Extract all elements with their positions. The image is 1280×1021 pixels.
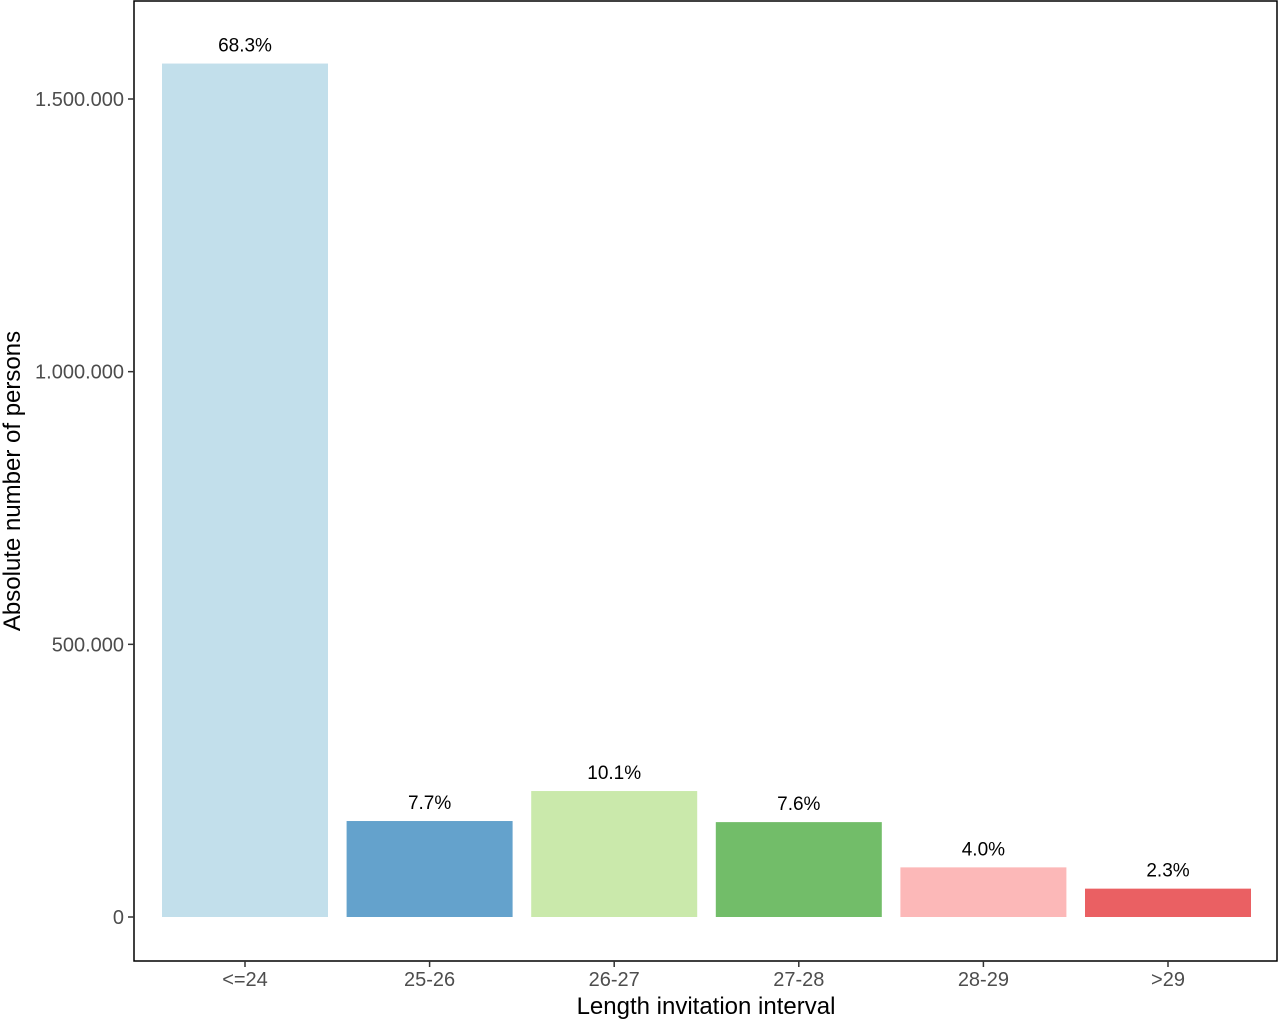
x-tick-label: >29 [1151, 969, 1185, 991]
bar-2 [346, 821, 513, 917]
x-tick-label: 25-26 [404, 969, 455, 991]
x-tick-label: <=24 [222, 969, 268, 991]
bar-4 [715, 822, 882, 917]
bar-data-label: 4.0% [962, 839, 1005, 860]
bar-data-label: 7.7% [408, 793, 451, 814]
y-tick-label: 500.000 [52, 634, 124, 656]
plot-panel-border [133, 0, 1278, 962]
y-axis-title: Absolute number of persons [0, 331, 26, 631]
bar-5 [900, 867, 1067, 917]
bar-data-label: 2.3% [1146, 861, 1189, 882]
x-axis: <=24 25-26 26-27 27-28 28-29 >29 [222, 961, 1185, 991]
x-tick-label: 27-28 [773, 969, 824, 991]
bar-3 [531, 791, 698, 917]
y-axis: 0 500.000 1.000.000 1.500.000 [35, 89, 134, 929]
bar-6 [1085, 888, 1251, 917]
y-tick-label: 1.500.000 [35, 89, 124, 111]
y-tick-label: 1.000.000 [35, 362, 124, 384]
bar-1 [162, 63, 328, 917]
bar-data-label: 7.6% [777, 794, 820, 815]
data-labels: 68.3% 7.7% 10.1% 7.6% 4.0% 2.3% [218, 36, 1190, 882]
bar-data-label: 10.1% [587, 763, 641, 784]
x-tick-label: 28-29 [958, 969, 1009, 991]
bars [162, 63, 1251, 917]
y-tick-label: 0 [113, 907, 124, 929]
x-axis-title: Length invitation interval [577, 993, 836, 1020]
x-tick-label: 26-27 [589, 969, 640, 991]
bar-data-label: 68.3% [218, 36, 272, 57]
